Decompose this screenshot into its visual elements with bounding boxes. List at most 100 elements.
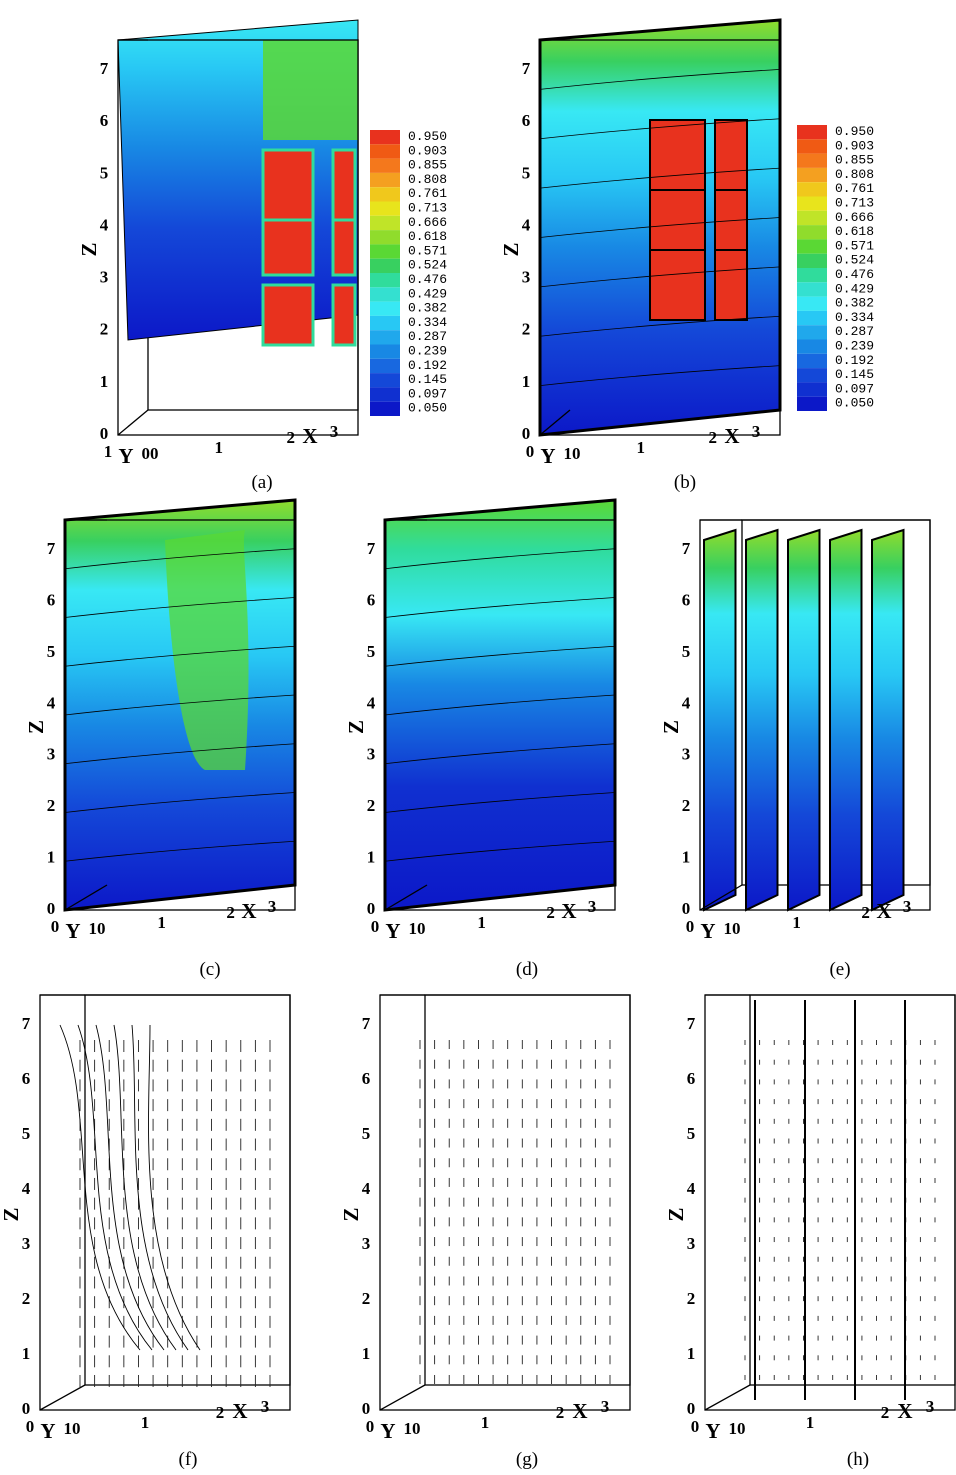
y-axis-label: Y bbox=[705, 1419, 720, 1443]
legend-level-label: 0.855 bbox=[408, 158, 447, 173]
x-tick-label: 3 bbox=[330, 422, 339, 441]
streamline bbox=[131, 1024, 189, 1351]
z-tick-label: 7 bbox=[682, 539, 691, 558]
y-tick-label: 10 bbox=[89, 919, 106, 938]
z-tick-label: 1 bbox=[362, 1344, 371, 1363]
x-tick-label: 1 bbox=[792, 913, 801, 932]
streamline bbox=[77, 1024, 153, 1351]
z-tick-label: 4 bbox=[362, 1179, 371, 1198]
y-tick-label: 0 bbox=[691, 1417, 700, 1436]
legend-swatch bbox=[797, 310, 827, 326]
y-axis-label: Y bbox=[380, 1419, 395, 1443]
legend-level-label: 0.713 bbox=[835, 196, 874, 211]
x-tick-label: 2 bbox=[546, 903, 555, 922]
z-tick-label: 3 bbox=[47, 745, 56, 764]
streamline bbox=[59, 1024, 141, 1351]
legend-level-label: 0.666 bbox=[408, 215, 447, 230]
z-tick-label: 7 bbox=[47, 539, 56, 558]
legend-swatch bbox=[797, 325, 827, 340]
z-tick-label: 6 bbox=[362, 1069, 371, 1088]
hot-block bbox=[714, 249, 748, 321]
z-tick-label: 5 bbox=[100, 163, 109, 182]
x-tick-label: 2 bbox=[709, 428, 718, 447]
legend-swatch bbox=[370, 244, 400, 259]
hot-block bbox=[331, 148, 357, 222]
z-tick-label: 5 bbox=[687, 1124, 696, 1143]
contour-line bbox=[384, 597, 616, 618]
x-tick-label: 2 bbox=[216, 1403, 225, 1422]
z-tick-label: 7 bbox=[100, 59, 109, 78]
colorbar-legend: 0.9500.9030.8550.8080.7610.7130.6660.618… bbox=[797, 124, 874, 411]
box-edge bbox=[539, 409, 571, 436]
legend-swatch bbox=[797, 239, 827, 254]
legend-swatch bbox=[370, 273, 400, 288]
z-tick-label: 4 bbox=[22, 1179, 31, 1198]
y-tick-label: 0 bbox=[686, 917, 695, 936]
y-tick-label: 10 bbox=[404, 1419, 421, 1438]
panel-caption: (b) bbox=[674, 472, 696, 493]
y-axis-label: Y bbox=[118, 444, 133, 468]
legend-swatch bbox=[370, 258, 400, 273]
slab-3 bbox=[787, 528, 821, 912]
box-back-face bbox=[749, 994, 956, 1386]
panel-caption: (g) bbox=[516, 1449, 538, 1470]
y-tick-label: 0 bbox=[371, 917, 380, 936]
box-edge bbox=[64, 884, 108, 911]
legend-swatch bbox=[370, 287, 400, 302]
legend-level-label: 0.192 bbox=[408, 358, 447, 373]
box-edge bbox=[379, 1384, 426, 1411]
y-tick-label: 0 bbox=[26, 1417, 35, 1436]
z-tick-label: 1 bbox=[47, 848, 56, 867]
z-tick-label: 2 bbox=[367, 796, 376, 815]
legend-level-label: 0.382 bbox=[835, 296, 874, 311]
z-tick-label: 2 bbox=[522, 320, 531, 339]
contour-line bbox=[539, 118, 781, 140]
x-tick-label: 1 bbox=[637, 438, 646, 457]
x-tick-label: 2 bbox=[226, 903, 235, 922]
legend-swatch bbox=[370, 144, 400, 159]
streamline bbox=[95, 1024, 165, 1351]
legend-swatch bbox=[370, 172, 400, 188]
legend-swatch bbox=[797, 210, 827, 226]
legend-level-label: 0.429 bbox=[408, 286, 447, 301]
legend-swatch bbox=[797, 153, 827, 168]
x-tick-label: 3 bbox=[903, 897, 912, 916]
z-tick-label: 2 bbox=[687, 1289, 696, 1308]
contour-line bbox=[384, 694, 616, 716]
z-tick-label: 1 bbox=[687, 1344, 696, 1363]
z-tick-label: 7 bbox=[687, 1014, 696, 1033]
box-front-face bbox=[704, 994, 956, 1411]
colorbar-legend: 0.9500.9030.8550.8080.7610.7130.6660.618… bbox=[370, 129, 447, 416]
contour-line bbox=[64, 792, 296, 813]
contour-line bbox=[64, 548, 296, 570]
box-edge bbox=[699, 884, 743, 911]
panel-caption: (a) bbox=[251, 472, 272, 493]
contour-line bbox=[384, 840, 616, 862]
z-axis-label: Z bbox=[24, 720, 48, 734]
y-tick-label: 10 bbox=[729, 1419, 746, 1438]
contour-line bbox=[539, 266, 781, 288]
hot-block bbox=[261, 218, 315, 277]
legend-swatch bbox=[370, 330, 400, 345]
z-tick-label: 6 bbox=[100, 111, 109, 130]
x-tick-label: 2 bbox=[287, 428, 296, 447]
legend-swatch bbox=[370, 301, 400, 316]
x-tick-label: 3 bbox=[752, 422, 761, 441]
x-tick-label: 3 bbox=[926, 1397, 935, 1416]
contour-line bbox=[384, 792, 616, 813]
y-tick-label: 10 bbox=[64, 1419, 81, 1438]
x-axis-label: X bbox=[232, 1399, 247, 1423]
legend-swatch bbox=[370, 201, 400, 216]
legend-level-label: 0.808 bbox=[408, 172, 447, 187]
legend-swatch bbox=[370, 158, 400, 173]
legend-level-label: 0.808 bbox=[835, 167, 874, 182]
z-tick-label: 1 bbox=[367, 848, 376, 867]
legend-swatch bbox=[797, 382, 827, 397]
legend-level-label: 0.429 bbox=[835, 281, 874, 296]
hot-block bbox=[331, 218, 357, 277]
y-tick-label: 0 bbox=[51, 917, 60, 936]
y-tick-label: 00 bbox=[142, 444, 159, 463]
